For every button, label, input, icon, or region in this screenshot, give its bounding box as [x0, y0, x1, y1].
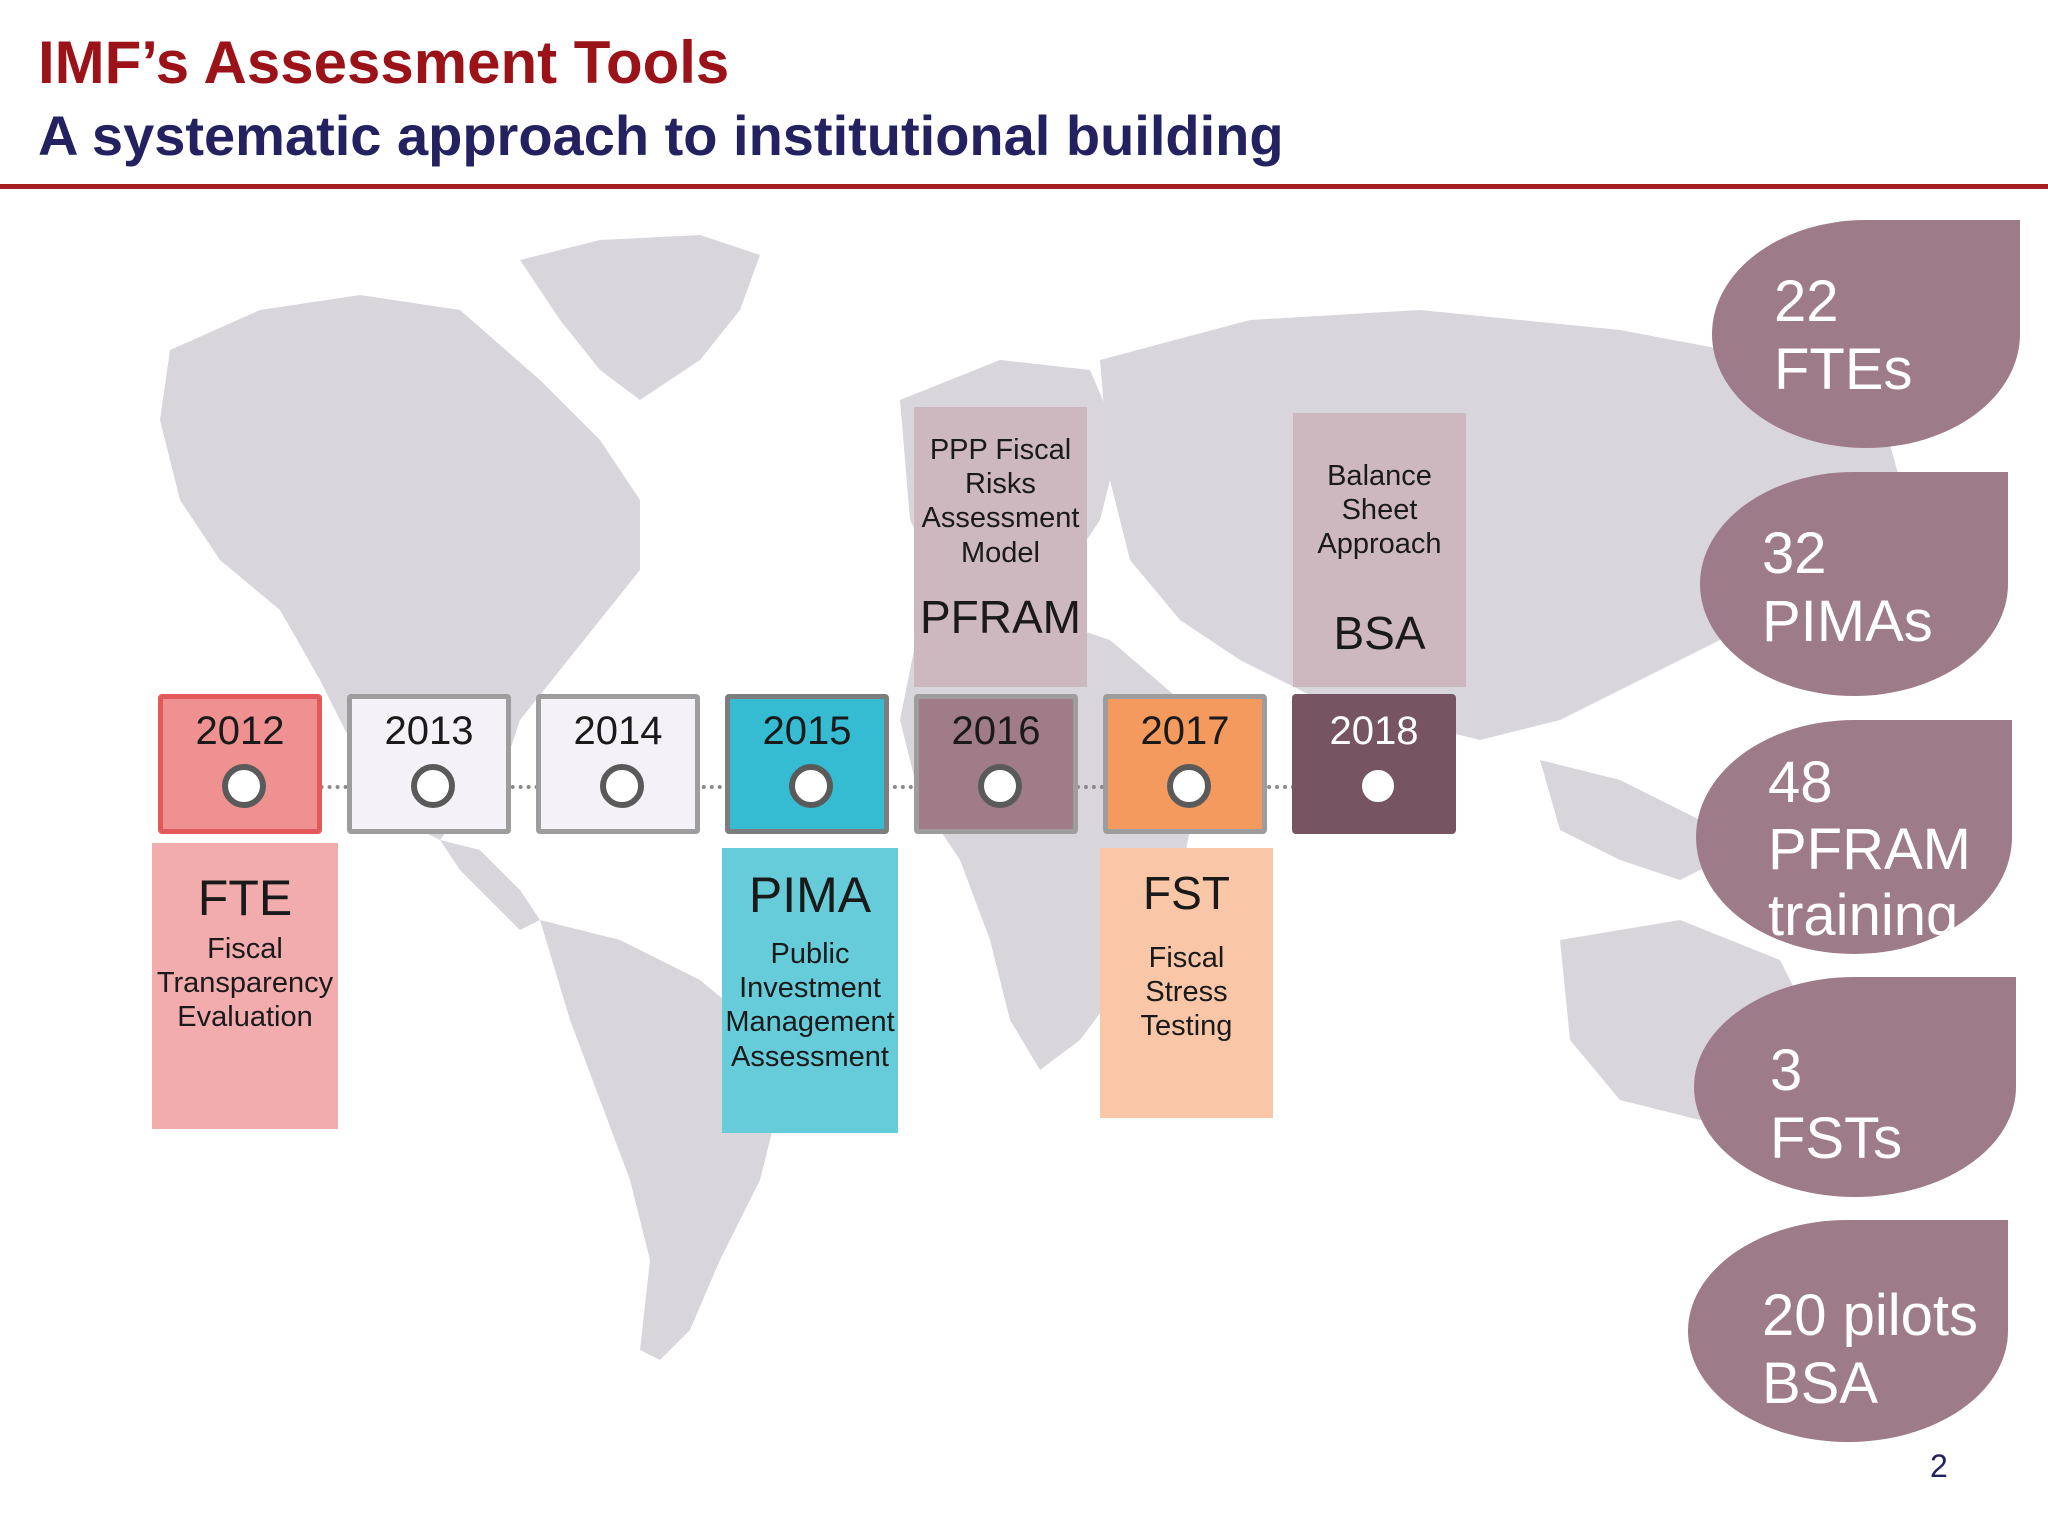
stat-line: 22	[1774, 269, 1839, 334]
map-greenland	[520, 235, 760, 400]
timeline-node-2018	[1356, 764, 1400, 808]
stat-text: 48 PFRAM training	[1768, 750, 2012, 950]
timeline-node-2016	[978, 764, 1022, 808]
tool-name-line: Fiscal	[207, 933, 283, 965]
title-rule	[0, 184, 2048, 189]
stat-blob-pima: 32 PIMAs	[1700, 472, 2008, 696]
stat-blob-pfram: 48 PFRAM training	[1696, 720, 2012, 954]
year-box-2012: 2012	[158, 694, 322, 834]
page-subtitle: A systematic approach to institutional b…	[38, 104, 1284, 167]
year-label: 2017	[1140, 709, 1230, 753]
tool-acronym: PFRAM	[920, 590, 1081, 643]
tool-name: Fiscal Transparency Evaluation	[152, 932, 338, 1035]
stat-line: FSTs	[1770, 1106, 1903, 1172]
tool-name-line: Sheet	[1341, 494, 1418, 527]
tool-name-line: Assessment	[921, 502, 1080, 535]
tool-name-line: Investment	[739, 972, 881, 1005]
map-south-america	[540, 920, 780, 1360]
tool-name-line: Balance	[1327, 460, 1432, 492]
stat-line: BSA	[1762, 1351, 1879, 1417]
tool-name: PPP Fiscal Risks Assessment Model	[914, 433, 1087, 570]
tool-box-fst: FST Fiscal Stress Testing	[1100, 848, 1273, 1118]
tool-name-line: Model	[961, 536, 1040, 569]
tool-acronym: FST	[1143, 867, 1230, 919]
tool-box-pima: PIMA Public Investment Management Assess…	[722, 848, 898, 1133]
map-north-america	[160, 295, 640, 840]
stat-line: PIMAs	[1762, 589, 1933, 655]
tool-box-pfram: PPP Fiscal Risks Assessment Model PFRAM	[914, 407, 1087, 687]
tool-name-line: Stress	[1145, 975, 1228, 1008]
page-number: 2	[1930, 1448, 1948, 1484]
stat-line: training	[1768, 883, 1959, 949]
stat-text: 3 FSTs	[1770, 1037, 2016, 1174]
stat-line: PFRAM	[1768, 816, 1971, 882]
tool-box-bsa: Balance Sheet Approach BSA	[1293, 413, 1466, 687]
year-label: 2016	[951, 709, 1041, 753]
tool-name: Fiscal Stress Testing	[1100, 941, 1273, 1044]
tool-name-line: Public	[770, 938, 850, 970]
tool-name-line: PPP Fiscal	[929, 434, 1072, 466]
stat-text: 20 pilots BSA	[1762, 1282, 2008, 1419]
timeline-node-2015	[789, 764, 833, 808]
stat-text: 32 PIMAs	[1762, 520, 2008, 657]
tool-name-line: Evaluation	[177, 1001, 313, 1034]
tool-acronym: PIMA	[748, 867, 872, 923]
timeline-node-2012	[222, 764, 266, 808]
tool-box-fte: FTE Fiscal Transparency Evaluation	[152, 843, 338, 1129]
stat-line: 3	[1770, 1038, 1803, 1103]
tool-name: Public Investment Management Assessment	[722, 937, 898, 1074]
timeline-node-2014	[600, 764, 644, 808]
timeline-node-2013	[411, 764, 455, 808]
year-label: 2012	[195, 709, 285, 753]
map-central-america	[440, 840, 540, 930]
stat-blob-fte: 22 FTEs	[1712, 220, 2020, 448]
year-label: 2018	[1329, 709, 1419, 753]
map-southeast-asia	[1540, 760, 1720, 880]
stat-line: 32	[1762, 521, 1827, 586]
year-box-2015: 2015	[725, 694, 889, 834]
stat-line: 20 pilots	[1762, 1283, 1979, 1348]
tool-name-line: Testing	[1140, 1010, 1233, 1043]
year-label: 2015	[762, 709, 852, 753]
stat-blob-bsa: 20 pilots BSA	[1688, 1220, 2008, 1442]
year-label: 2014	[573, 709, 663, 753]
stat-line: 48	[1768, 750, 1833, 815]
stat-text: 22 FTEs	[1774, 268, 2020, 405]
timeline-node-2017	[1167, 764, 1211, 808]
tool-name-line: Approach	[1317, 528, 1442, 561]
tool-name-line: Risks	[965, 468, 1036, 501]
stat-blob-fst: 3 FSTs	[1694, 977, 2016, 1197]
page-title: IMF’s Assessment Tools	[38, 29, 730, 96]
stat-line: FTEs	[1774, 337, 1913, 403]
tool-acronym: FTE	[197, 870, 293, 926]
tool-acronym: BSA	[1333, 606, 1426, 659]
tool-name-line: Fiscal	[1148, 941, 1225, 974]
tool-name-line: Assessment	[731, 1040, 889, 1073]
tool-name: Balance Sheet Approach	[1293, 459, 1466, 562]
tool-name-line: Management	[725, 1006, 895, 1039]
tool-name-line: Transparency	[156, 967, 334, 1000]
year-label: 2013	[384, 709, 474, 753]
